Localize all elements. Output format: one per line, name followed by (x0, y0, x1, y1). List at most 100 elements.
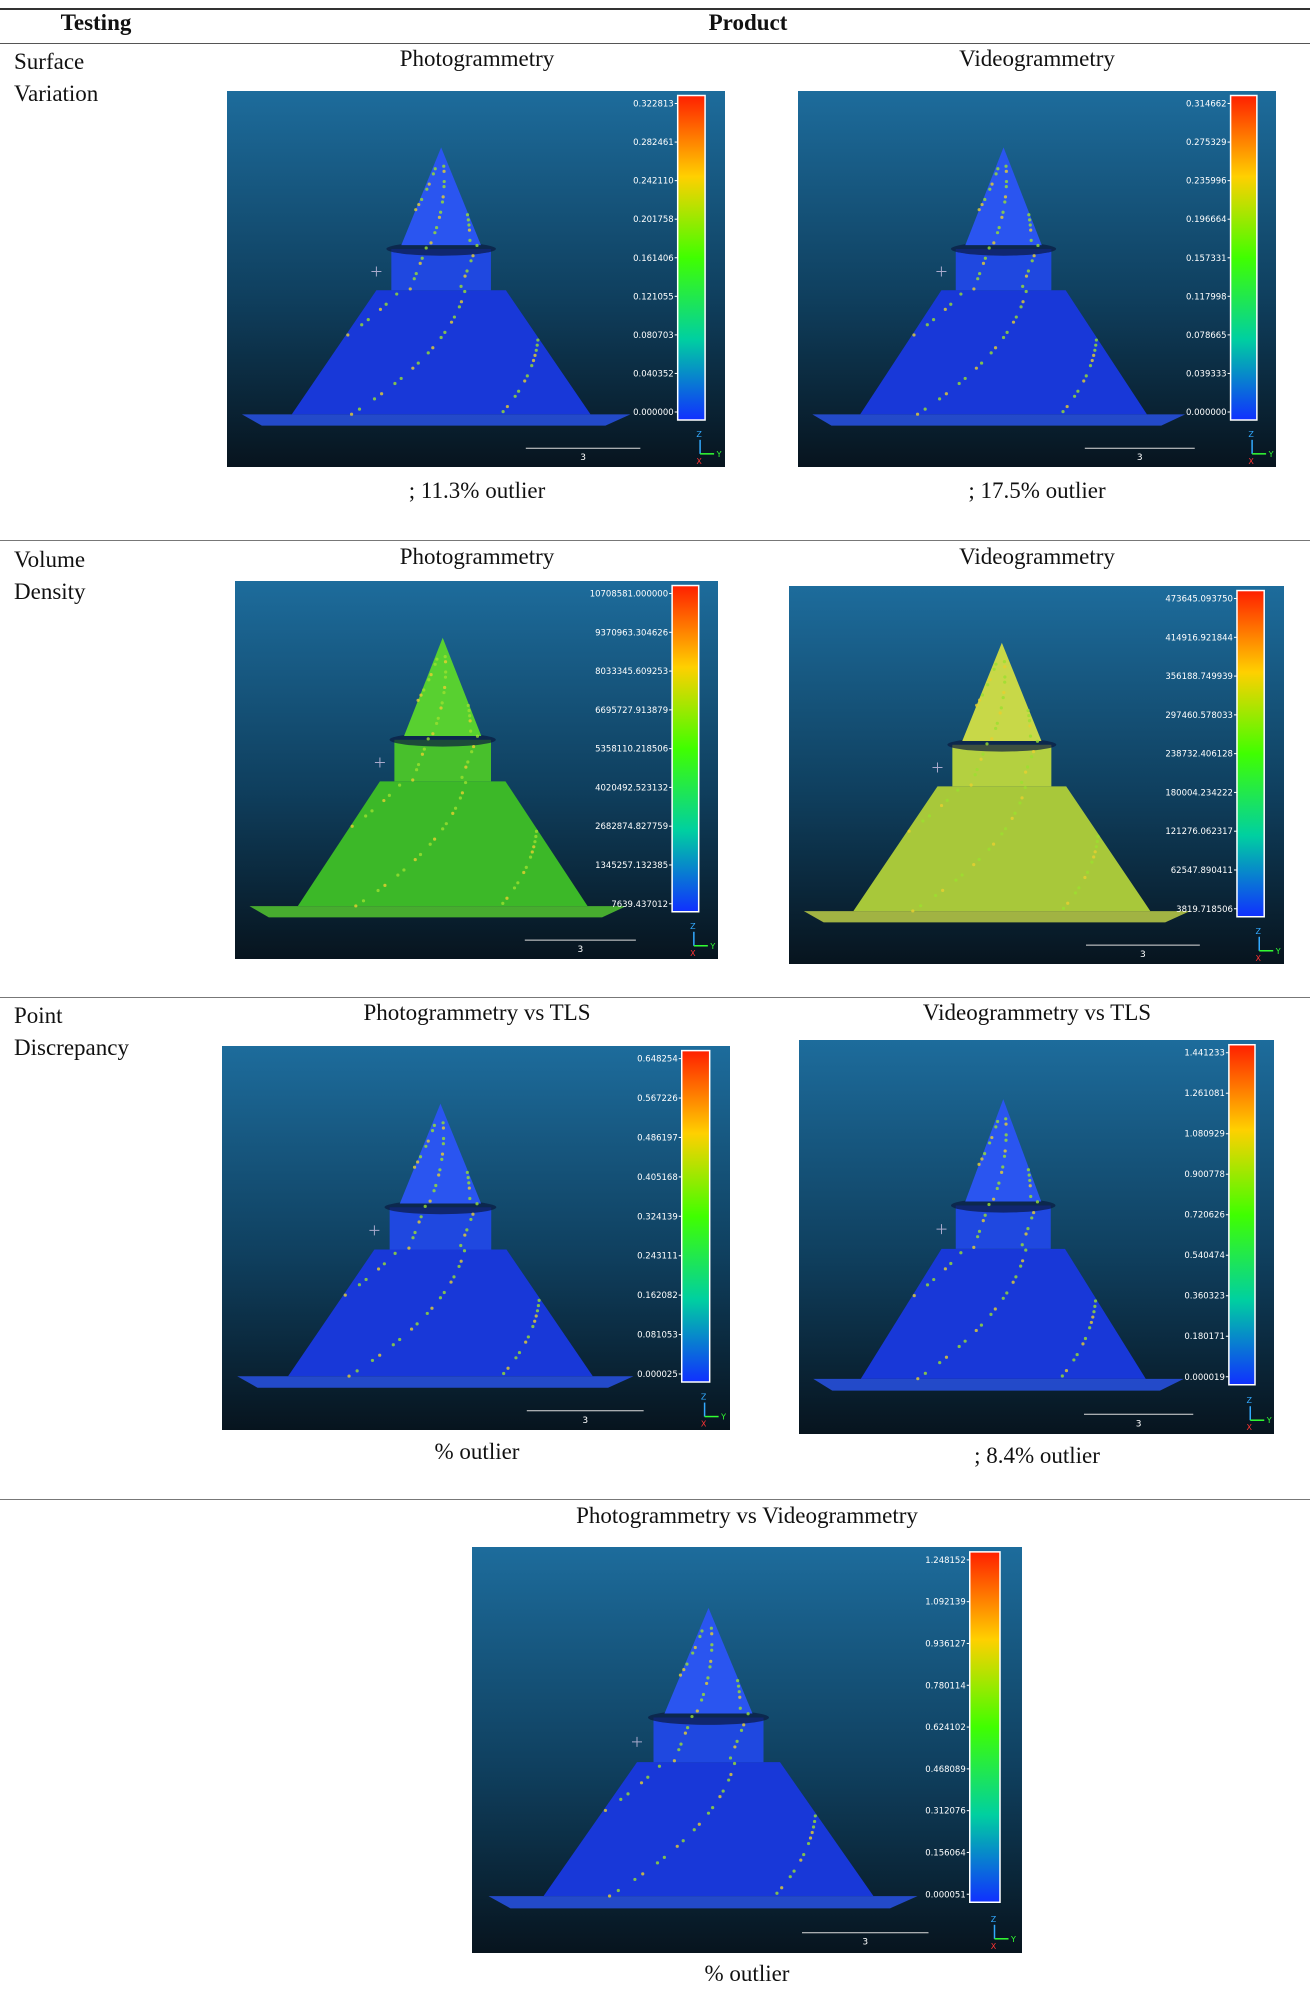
speckle (1004, 1139, 1007, 1142)
axis-label: X (696, 457, 702, 466)
speckle (444, 676, 447, 679)
speckle (419, 262, 422, 265)
speckle (673, 1759, 676, 1762)
speckle (1028, 218, 1031, 221)
colorbar-label: 0.080703 (633, 331, 674, 341)
speckle (413, 277, 416, 280)
speckle (1092, 354, 1095, 357)
speckle (467, 223, 470, 226)
speckle (1003, 675, 1006, 678)
speckle (727, 1778, 730, 1781)
speckle (442, 170, 445, 173)
speckle (944, 308, 947, 311)
speckle (472, 745, 475, 748)
speckle (385, 303, 388, 306)
speckle (1019, 1265, 1022, 1268)
colorbar-label: 8033345.609253 (595, 667, 668, 677)
speckle (1019, 305, 1022, 308)
speckle (466, 213, 469, 216)
speckle (1062, 907, 1065, 910)
speckle (809, 1836, 812, 1839)
speckle (459, 285, 462, 288)
speckle (812, 1825, 815, 1828)
speckle (640, 1781, 643, 1784)
speckle (1020, 796, 1023, 799)
speckle (978, 208, 981, 211)
speckle (444, 670, 447, 673)
colorbar-label: 6695727.913879 (595, 706, 668, 716)
speckle (1082, 379, 1085, 382)
colorbar-label: 0.081053 (637, 1331, 678, 1341)
axis-label: X (1256, 954, 1262, 963)
speckle (994, 663, 997, 666)
speckle (1088, 1326, 1091, 1329)
speckle (988, 188, 991, 191)
speckle (780, 1886, 783, 1889)
speckle (443, 331, 446, 334)
speckle (344, 1294, 347, 1297)
speckle (429, 843, 432, 846)
speckle (994, 1125, 997, 1128)
row-label: Volume Density (14, 544, 144, 608)
speckle (975, 1329, 978, 1332)
speckle (445, 822, 448, 825)
colorbar-label: 414916.921844 (1165, 633, 1233, 643)
speckle (980, 361, 983, 364)
page: Testing Product Surface VariationPhotogr… (0, 0, 1310, 1991)
colorbar-label: 0.040352 (633, 369, 674, 379)
speckle (1004, 1149, 1007, 1152)
speckle (959, 292, 962, 295)
speckle (1084, 1337, 1087, 1340)
speckle (364, 1278, 367, 1281)
speckle (1005, 180, 1008, 183)
colorbar-label: 0.324139 (637, 1212, 678, 1222)
speckle (1061, 1374, 1064, 1377)
speckle (418, 1220, 421, 1223)
axis-label: Y (709, 942, 715, 951)
speckle (535, 349, 538, 352)
axis-label: Y (1266, 1416, 1272, 1425)
speckle (538, 1299, 541, 1302)
speckle (453, 315, 456, 318)
colorbar-label: 0.000051 (925, 1890, 966, 1900)
speckle (708, 1665, 711, 1668)
speckle (974, 773, 977, 776)
speckle (988, 1141, 991, 1144)
speckle (1000, 216, 1003, 219)
colorbar-label: 9370963.304626 (595, 628, 668, 638)
speckle (617, 1889, 620, 1892)
speckle (1002, 1297, 1005, 1300)
colorbar-label: 0.243111 (637, 1252, 678, 1262)
colorbar-label: 0.282461 (633, 138, 674, 148)
axis-label: Z (696, 430, 702, 439)
axis-label: Z (1256, 927, 1262, 936)
speckle (429, 1200, 432, 1203)
colorbar-label: 0.322813 (633, 100, 674, 110)
speckle (736, 1740, 739, 1743)
speckle (729, 1756, 732, 1759)
speckle (433, 837, 436, 840)
speckle (506, 405, 509, 408)
speckle (1004, 195, 1007, 198)
speckle (718, 1795, 721, 1798)
speckle (1072, 1358, 1075, 1361)
panel-title: Photogrammetry (400, 544, 555, 570)
speckle (411, 367, 414, 370)
speckle (679, 1674, 682, 1677)
speckle (682, 1668, 685, 1671)
speckle (460, 1260, 463, 1263)
speckle (990, 737, 993, 740)
speckle (932, 1278, 935, 1281)
speckle (392, 1343, 395, 1346)
colorbar (970, 1552, 1000, 1902)
speckle (431, 1129, 434, 1132)
speckle (468, 714, 471, 717)
speckle (986, 683, 989, 686)
speckle (463, 1249, 466, 1252)
speckle (410, 1327, 413, 1330)
speckle (980, 1157, 983, 1160)
speckle (987, 848, 990, 851)
speckle (1020, 781, 1023, 784)
speckle (702, 1693, 705, 1696)
speckle (978, 699, 981, 702)
